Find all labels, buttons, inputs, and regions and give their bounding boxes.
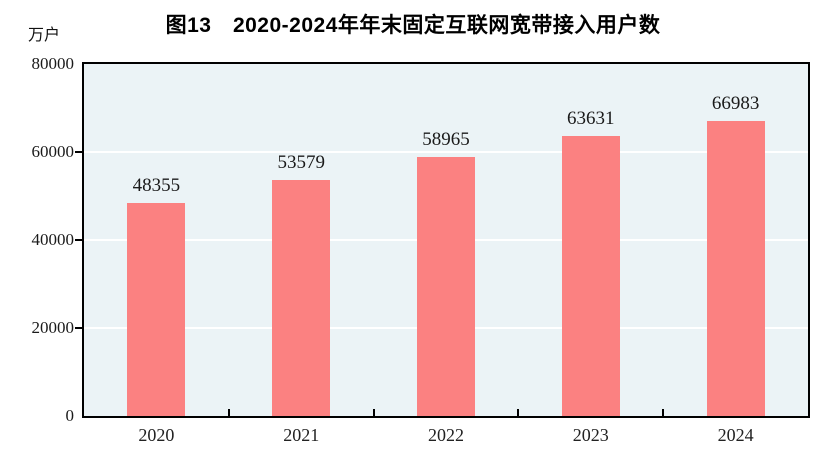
y-axis-tick-label-20000: 20000 [31,318,75,337]
bar-value-label-2023: 63631 [567,108,615,130]
bar-2020 [127,203,186,416]
y-tick-mark-20000 [75,327,82,329]
bar-value-label-2020: 48355 [132,175,181,197]
gridline-60000 [84,151,808,153]
y-axis-tick-label-0: 0 [65,406,75,425]
x-boundary-tick-4 [662,409,665,416]
x-boundary-tick-2 [372,409,375,416]
bar-value-label-2024: 66983 [711,93,760,115]
bar-2023 [561,136,620,416]
y-axis-tick-label-60000: 60000 [31,142,75,161]
plot-area: 48355 53579 58965 63631 66983 [75,62,810,418]
bar-2024 [706,121,765,416]
chart-title: 图13 2020-2024年年末固定互联网宽带接入用户数 [165,14,661,37]
x-axis-tick-label-2021: 2021 [283,425,320,445]
y-axis-unit-label: 万户 [28,27,61,44]
bar-value-label-2022: 58965 [422,128,470,150]
x-axis-tick-label-2023: 2023 [572,425,609,445]
x-axis-tick-label-2020: 2020 [138,425,175,445]
bar-value-label-2021: 53579 [277,152,325,174]
y-axis-tick-label-40000: 40000 [31,230,75,249]
y-axis-tick-label-80000: 80000 [31,54,75,73]
x-boundary-tick-3 [517,409,520,416]
y-tick-mark-40000 [75,239,82,241]
x-axis-tick-label-2024: 2024 [717,425,754,445]
x-boundary-tick-1 [227,409,230,416]
bar-2022 [417,156,475,416]
x-axis-tick-label-2022: 2022 [427,425,464,445]
bar-2021 [272,180,331,416]
y-tick-mark-60000 [75,151,82,153]
